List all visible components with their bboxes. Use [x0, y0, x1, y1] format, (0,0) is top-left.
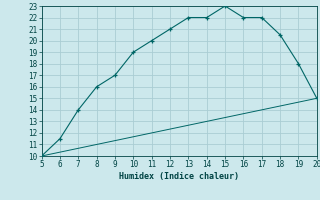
- X-axis label: Humidex (Indice chaleur): Humidex (Indice chaleur): [119, 172, 239, 181]
